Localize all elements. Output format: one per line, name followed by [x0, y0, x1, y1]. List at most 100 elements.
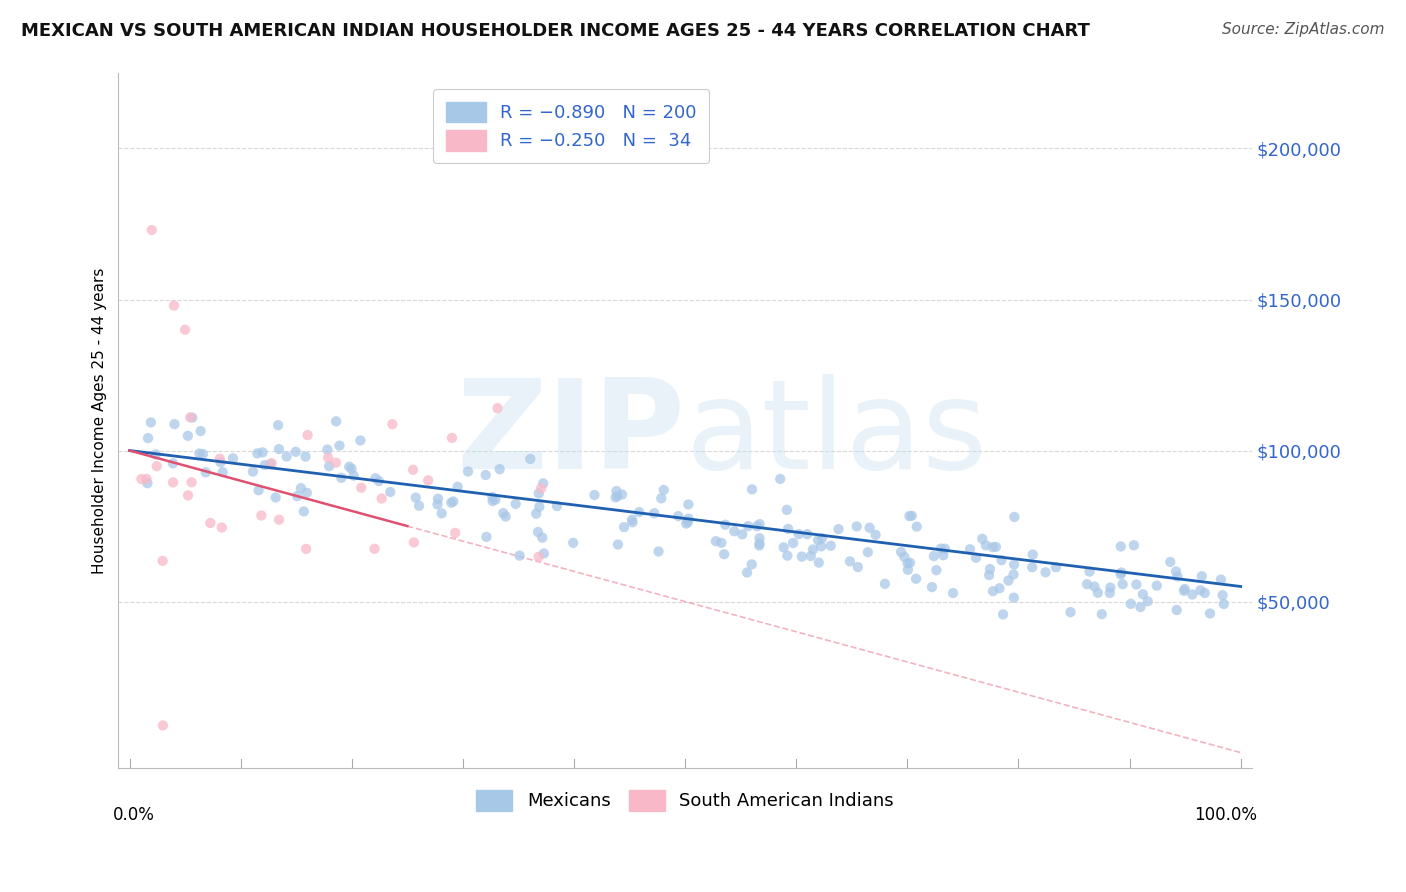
Point — [810, 540, 832, 554]
Point — [1212, 597, 1234, 611]
Point — [1209, 573, 1232, 587]
Point — [820, 539, 842, 553]
Point — [441, 494, 464, 508]
Point — [1002, 567, 1025, 582]
Point — [1045, 560, 1067, 574]
Point — [260, 458, 283, 472]
Point — [337, 459, 360, 474]
Point — [292, 504, 315, 518]
Point — [242, 465, 264, 479]
Point — [444, 525, 467, 540]
Point — [427, 491, 450, 506]
Point — [787, 527, 810, 541]
Point — [745, 519, 768, 533]
Point — [776, 549, 799, 563]
Point — [264, 491, 287, 505]
Point — [488, 462, 510, 476]
Point — [267, 418, 290, 433]
Point — [974, 538, 997, 552]
Point — [769, 472, 792, 486]
Point — [897, 563, 920, 577]
Point — [141, 223, 163, 237]
Point — [898, 509, 921, 524]
Point — [893, 549, 915, 564]
Point — [527, 549, 550, 564]
Point — [1136, 594, 1159, 608]
Point — [606, 489, 628, 503]
Point — [652, 483, 675, 497]
Point — [1083, 580, 1105, 594]
Point — [162, 475, 184, 490]
Point — [865, 528, 887, 542]
Point — [295, 486, 318, 500]
Point — [613, 520, 636, 534]
Point — [900, 508, 922, 523]
Point — [643, 506, 665, 520]
Point — [827, 522, 849, 536]
Point — [267, 442, 290, 456]
Point — [984, 540, 1007, 554]
Point — [678, 498, 700, 512]
Point — [1173, 583, 1195, 598]
Point — [330, 471, 353, 485]
Point — [343, 468, 366, 483]
Point — [284, 444, 307, 458]
Point — [782, 536, 804, 550]
Point — [979, 562, 1001, 576]
Point — [839, 554, 862, 568]
Point — [934, 541, 956, 556]
Point — [776, 503, 799, 517]
Point — [152, 554, 174, 568]
Point — [260, 456, 283, 470]
Point — [666, 509, 689, 524]
Point — [997, 574, 1019, 588]
Point — [583, 488, 606, 502]
Point — [318, 459, 340, 474]
Point — [531, 531, 554, 545]
Point — [731, 527, 754, 541]
Point — [486, 401, 509, 416]
Point — [713, 547, 735, 561]
Point — [208, 451, 231, 466]
Point — [1119, 597, 1142, 611]
Point — [1125, 577, 1147, 591]
Point — [905, 519, 928, 533]
Point — [364, 471, 387, 485]
Point — [290, 481, 312, 495]
Point — [650, 491, 672, 506]
Point — [676, 515, 699, 529]
Point — [529, 500, 551, 514]
Point — [349, 434, 371, 448]
Point — [714, 517, 737, 532]
Point — [211, 465, 233, 479]
Point — [188, 446, 211, 460]
Y-axis label: Householder Income Ages 25 - 44 years: Householder Income Ages 25 - 44 years — [93, 268, 107, 574]
Point — [1164, 565, 1187, 579]
Point — [1129, 600, 1152, 615]
Point — [247, 483, 270, 498]
Point — [1078, 565, 1101, 579]
Point — [1181, 587, 1204, 601]
Point — [1111, 577, 1133, 591]
Point — [890, 545, 912, 559]
Point — [1002, 558, 1025, 572]
Point — [796, 527, 818, 541]
Point — [325, 456, 347, 470]
Text: 0.0%: 0.0% — [112, 805, 155, 824]
Point — [873, 577, 896, 591]
Point — [942, 586, 965, 600]
Point — [162, 456, 184, 470]
Point — [748, 531, 770, 545]
Point — [1076, 577, 1098, 591]
Point — [1111, 566, 1133, 580]
Point — [1099, 581, 1122, 595]
Point — [418, 473, 440, 487]
Point — [704, 534, 727, 549]
Point — [402, 535, 425, 549]
Point — [988, 581, 1011, 595]
Point — [250, 508, 273, 523]
Point — [801, 542, 824, 557]
Point — [200, 516, 222, 530]
Point — [807, 556, 830, 570]
Point — [285, 489, 308, 503]
